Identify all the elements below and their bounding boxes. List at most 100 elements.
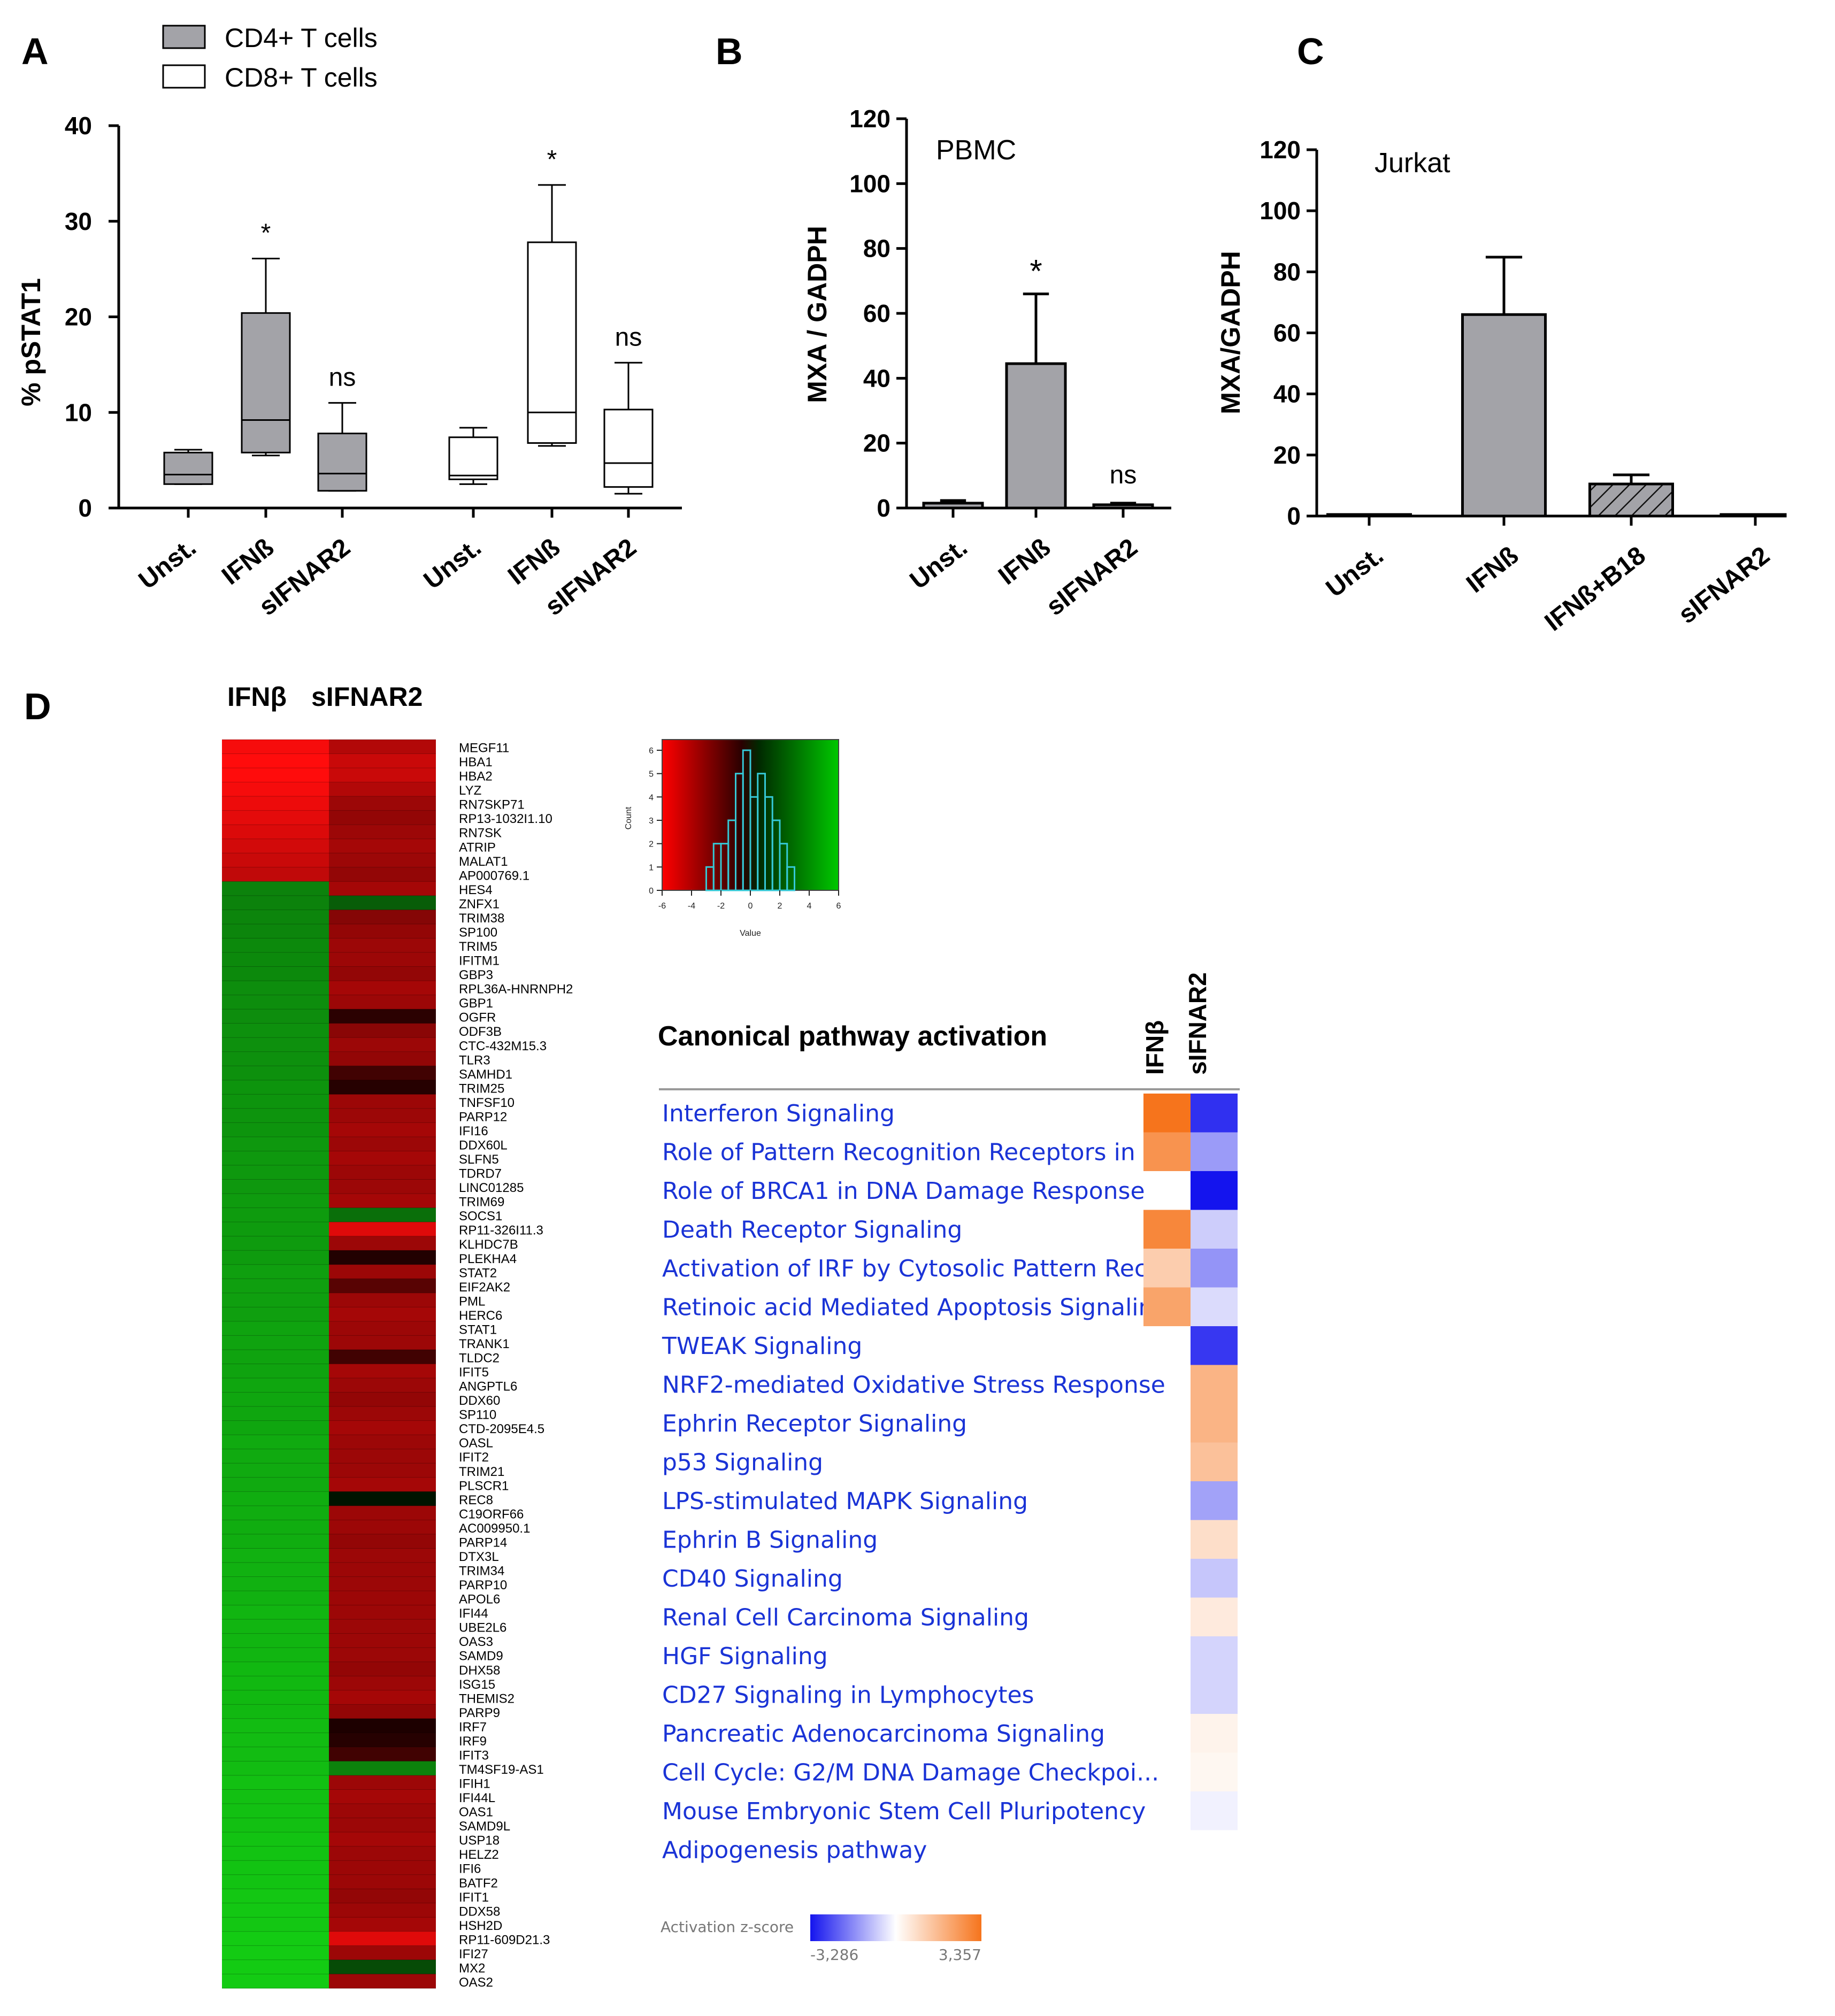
pathway-name: Role of Pattern Recognition Receptors in… (662, 1139, 1165, 1166)
heatmap-cell-sifnar2 (329, 1846, 436, 1861)
bar (1719, 513, 1787, 518)
heatmap-cell-ifnb (222, 1548, 329, 1563)
heatmap-cell-sifnar2 (329, 1080, 436, 1095)
bar (922, 502, 984, 510)
y-tick-label: 60 (1273, 319, 1301, 347)
gene-label: CTC-432M15.3 (459, 1039, 547, 1053)
gene-label: C19ORF66 (459, 1507, 524, 1521)
bar (1092, 503, 1154, 510)
heatmap-cell-ifnb (222, 1832, 329, 1847)
y-tick-label: 120 (849, 105, 890, 133)
gene-label: TM4SF19-AS1 (459, 1763, 544, 1777)
heatmap-cell-ifnb (222, 1463, 329, 1478)
significance-label: * (1030, 253, 1042, 289)
heatmap-cell-sifnar2 (329, 1931, 436, 1946)
box (448, 436, 498, 480)
pathway-cell-sifnar2 (1191, 1094, 1238, 1133)
heatmap-cell-sifnar2 (329, 1746, 436, 1761)
pathway-name: Adipogenesis pathway (662, 1837, 927, 1864)
heatmap-cell-ifnb (222, 1066, 329, 1081)
heatmap-cell-sifnar2 (329, 1775, 436, 1790)
heatmap-cell-ifnb (222, 1435, 329, 1450)
gene-label: IFI44L (459, 1791, 495, 1805)
heatmap-cell-sifnar2 (329, 995, 436, 1010)
heatmap-cell-ifnb (222, 1676, 329, 1691)
gene-label: OAS3 (459, 1635, 493, 1649)
gene-label: RP11-609D21.3 (459, 1933, 550, 1947)
color-key-xlabel: Value (740, 929, 761, 938)
heatmap-cell-ifnb (222, 825, 329, 840)
y-tick-label: 40 (863, 364, 890, 392)
heatmap-cell-sifnar2 (329, 796, 436, 811)
heatmap-cell-ifnb (222, 981, 329, 996)
y-tick-label: 20 (863, 429, 890, 457)
heatmap-cell-ifnb (222, 924, 329, 938)
pathway-cell-sifnar2 (1191, 1171, 1238, 1210)
pathway-cell-sifnar2 (1191, 1520, 1238, 1559)
gene-label: GBP1 (459, 996, 493, 1011)
x-category-label-a: Unst. (134, 533, 202, 595)
heatmap-cell-sifnar2 (329, 1789, 436, 1804)
heatmap-cell-ifnb (222, 1619, 329, 1634)
gene-label: SOCS1 (459, 1209, 502, 1224)
pathway-name: CD40 Signaling (662, 1565, 843, 1592)
x-category-label: IFNß+B18 (1540, 541, 1651, 637)
x-category-label: sIFNAR2 (1673, 541, 1775, 629)
heatmap-cell-ifnb (222, 1151, 329, 1166)
heatmap-cell-ifnb (222, 838, 329, 853)
gene-label: TRIM69 (459, 1195, 504, 1210)
pathway-cell-sifnar2 (1191, 1714, 1238, 1753)
y-tick-label: 20 (1273, 441, 1301, 469)
heatmap-cell-sifnar2 (329, 1364, 436, 1379)
heatmap-cell-sifnar2 (329, 952, 436, 967)
gene-label: EIF2AK2 (459, 1280, 510, 1295)
panel-c: C Jurkat 0 20 40 60 80 100 120 MXA/GADPH Unst.… (1216, 30, 1787, 637)
gene-label: ZNFX1 (459, 897, 500, 911)
heatmap-cell-ifnb (222, 1023, 329, 1038)
pathway-cell-sifnar2 (1191, 1791, 1238, 1830)
gene-label: HBA2 (459, 770, 493, 784)
color-key-x-tick-label: 6 (836, 902, 841, 911)
panel-a: A CD4+ T cells CD8+ T cells 0 10 20 30 40 % … (16, 23, 682, 621)
pathway-name: Ephrin Receptor Signaling (662, 1410, 967, 1437)
gene-label: MEGF11 (459, 741, 509, 756)
heatmap-cell-ifnb (222, 1378, 329, 1393)
heatmap-cell-ifnb (222, 1165, 329, 1180)
pathway-cell-ifnb (1143, 1094, 1191, 1133)
gene-label: RP13-1032I1.10 (459, 812, 552, 826)
heatmap-cell-ifnb (222, 1264, 329, 1279)
heatmap-cell-sifnar2 (329, 1903, 436, 1918)
color-key-histogram-bar (786, 866, 795, 891)
heatmap-cell-sifnar2 (329, 1136, 436, 1151)
heatmap-cell-sifnar2 (329, 1633, 436, 1648)
y-tick-label-a: 10 (65, 398, 92, 426)
heatmap-cell-ifnb (222, 1746, 329, 1761)
heatmap-cell-ifnb (222, 1846, 329, 1861)
heatmap-col-label-ifnb: IFNβ (227, 682, 287, 712)
y-tick-label: 0 (1287, 502, 1301, 530)
heatmap-cell-sifnar2 (329, 1562, 436, 1578)
heatmap-cell-sifnar2 (329, 1718, 436, 1733)
heatmap-cell-sifnar2 (329, 1974, 436, 1989)
gene-label: RPL36A-HNRNPH2 (459, 982, 573, 997)
heatmap-cell-ifnb (222, 853, 329, 868)
gene-label: PARP12 (459, 1110, 507, 1124)
heatmap-cell-ifnb (222, 1136, 329, 1151)
bar (1326, 513, 1412, 518)
heatmap-cell-ifnb (222, 1860, 329, 1875)
heatmap-cell-ifnb (222, 1321, 329, 1336)
heatmap-cell-sifnar2 (329, 1321, 436, 1336)
gene-label: IFIT1 (459, 1890, 489, 1905)
heatmap-cell-sifnar2 (329, 1591, 436, 1606)
heatmap-cell-sifnar2 (329, 1051, 436, 1066)
chart-title-c: Jurkat (1375, 148, 1450, 179)
heatmap-cell-ifnb (222, 1974, 329, 1989)
gene-label: LINC01285 (459, 1181, 524, 1195)
color-key-y-tick-label: 1 (649, 863, 654, 872)
significance-label: ns (329, 363, 356, 391)
heatmap-cell-sifnar2 (329, 1576, 436, 1591)
gene-label: TRIM34 (459, 1564, 504, 1579)
heatmap-cell-sifnar2 (329, 1037, 436, 1052)
pathway-cell-sifnar2 (1191, 1675, 1238, 1714)
gene-label: GBP3 (459, 968, 493, 982)
